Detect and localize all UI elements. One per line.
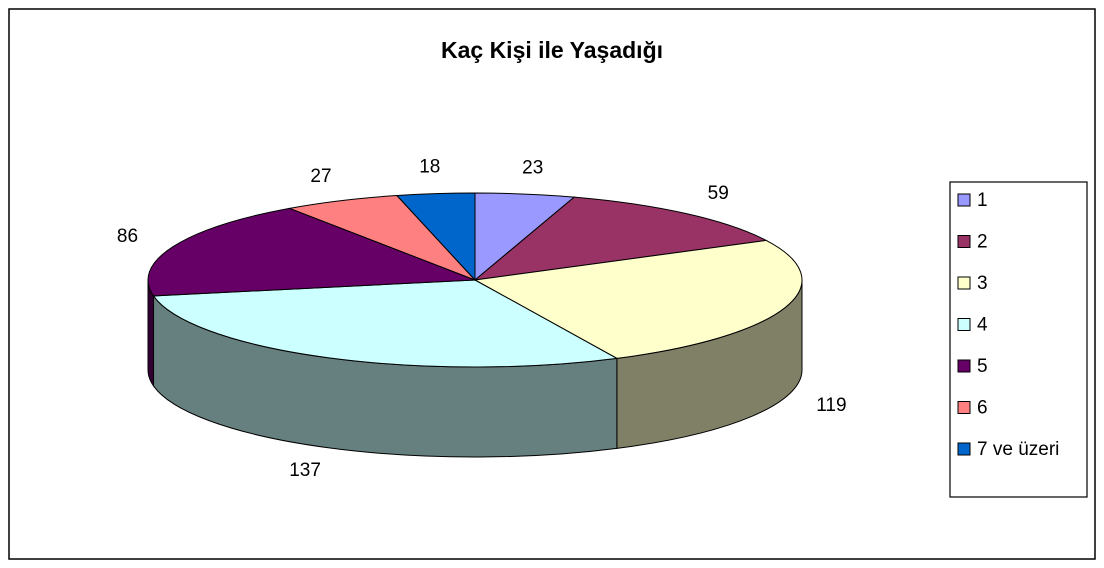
legend-box <box>949 181 1088 498</box>
slice <box>473 239 803 359</box>
data-label: 86 <box>117 226 138 247</box>
legend-label: 5 <box>977 356 988 377</box>
legend-swatch <box>957 235 971 248</box>
slice-side <box>147 279 155 388</box>
legend-label: 1 <box>977 190 988 211</box>
chart-title: Kaç Kişi ile Yaşadığı <box>441 37 663 63</box>
legend-swatch <box>957 401 971 414</box>
legend-label: 4 <box>977 315 988 336</box>
legend-swatch <box>957 193 971 207</box>
legend-swatch <box>957 359 971 373</box>
data-label: 59 <box>708 183 729 204</box>
data-label: 18 <box>419 157 440 178</box>
legend-label: 3 <box>977 273 988 294</box>
data-label: 23 <box>522 157 543 178</box>
legend-label: 7 ve üzeri <box>977 439 1059 460</box>
slice <box>395 192 476 282</box>
slice <box>473 196 768 281</box>
slice <box>152 279 619 368</box>
data-label: 137 <box>289 460 321 481</box>
legend-label: 2 <box>977 232 988 253</box>
data-label: 27 <box>310 166 331 187</box>
slice <box>147 207 476 297</box>
legend-swatch <box>957 442 971 456</box>
legend-label: 6 <box>977 398 988 419</box>
legend-swatch <box>957 318 971 331</box>
data-label: 119 <box>816 395 846 416</box>
legend-swatch <box>957 276 971 290</box>
